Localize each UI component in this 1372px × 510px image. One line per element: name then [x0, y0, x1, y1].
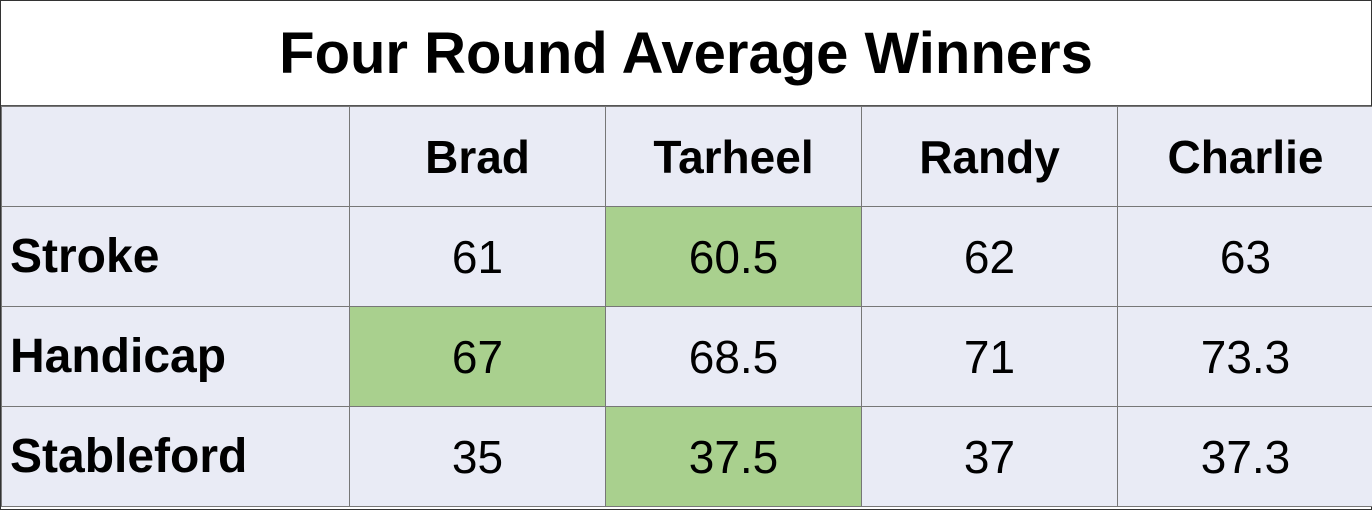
cell: 67	[349, 306, 606, 407]
cell: 71	[861, 306, 1118, 407]
row-label: Stroke	[1, 206, 350, 307]
cell: 60.5	[605, 206, 862, 307]
title: Four Round Average Winners	[1, 1, 1371, 106]
cell: 63	[1117, 206, 1372, 307]
row-label: Handicap	[1, 306, 350, 407]
cell: 61	[349, 206, 606, 307]
cell: 68.5	[605, 306, 862, 407]
header-row: Brad Tarheel Randy Charlie	[1, 106, 1372, 207]
row: Stroke 61 60.5 62 63	[1, 206, 1372, 307]
cell: 37.5	[605, 406, 862, 507]
cell: 37	[861, 406, 1118, 507]
results-table: Brad Tarheel Randy Charlie Stroke 61 60.…	[1, 106, 1372, 507]
cell: 37.3	[1117, 406, 1372, 507]
column-header: Randy	[861, 106, 1118, 207]
row-label: Stableford	[1, 406, 350, 507]
column-header: Tarheel	[605, 106, 862, 207]
cell: 73.3	[1117, 306, 1372, 407]
column-header: Brad	[349, 106, 606, 207]
corner-cell	[1, 106, 350, 207]
row: Handicap 67 68.5 71 73.3	[1, 306, 1372, 407]
column-header: Charlie	[1117, 106, 1372, 207]
row: Stableford 35 37.5 37 37.3	[1, 406, 1372, 507]
cell: 62	[861, 206, 1118, 307]
cell: 35	[349, 406, 606, 507]
